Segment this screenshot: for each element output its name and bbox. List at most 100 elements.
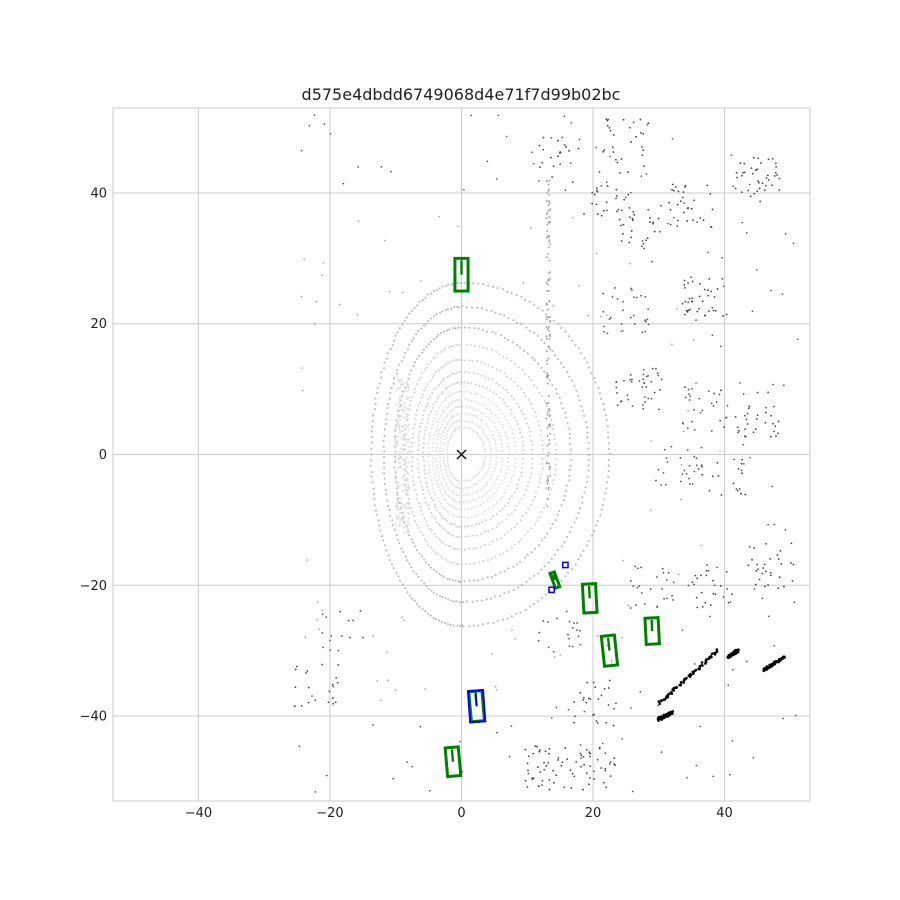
lidar-point — [660, 699, 663, 702]
lidar-point — [545, 236, 548, 239]
lidar-point — [756, 414, 759, 417]
lidar-point — [621, 738, 624, 740]
lidar-point — [527, 426, 530, 429]
lidar-point — [745, 660, 748, 663]
lidar-point — [548, 235, 551, 238]
lidar-point — [560, 579, 563, 582]
lidar-point — [468, 371, 471, 374]
prediction-box — [562, 561, 569, 569]
lidar-point — [467, 507, 470, 510]
lidar-point — [520, 471, 523, 474]
lidar-point — [546, 482, 549, 485]
lidar-point — [548, 788, 551, 791]
lidar-point — [661, 567, 664, 570]
lidar-point — [403, 485, 406, 488]
lidar-point — [710, 290, 713, 293]
lidar-point — [509, 425, 512, 428]
lidar-point — [445, 406, 448, 409]
lidar-point — [434, 618, 437, 621]
lidar-point — [620, 330, 622, 333]
lidar-point — [418, 552, 421, 555]
lidar-point — [408, 423, 411, 426]
lidar-point — [429, 379, 432, 382]
lidar-point — [656, 606, 659, 609]
lidar-point — [399, 520, 402, 523]
lidar-point — [547, 357, 550, 360]
lidar-point — [401, 392, 404, 395]
lidar-point — [477, 624, 480, 627]
lidar-point — [356, 313, 359, 316]
lidar-point — [550, 488, 553, 491]
lidar-point — [441, 494, 444, 497]
lidar-point — [548, 334, 551, 336]
lidar-point — [630, 707, 632, 709]
lidar-point — [587, 447, 590, 450]
lidar-point — [457, 480, 460, 483]
lidar-point — [430, 360, 433, 363]
lidar-point — [411, 396, 414, 399]
lidar-point — [411, 460, 414, 463]
lidar-point — [474, 344, 477, 347]
lidar-point — [463, 281, 466, 284]
lidar-point — [458, 515, 461, 518]
lidar-point — [522, 457, 525, 460]
lidar-point — [649, 509, 652, 511]
lidar-point — [329, 639, 331, 642]
lidar-point — [493, 492, 496, 495]
lidar-point — [567, 335, 570, 338]
lidar-point — [456, 391, 459, 394]
lidar-point — [375, 513, 378, 516]
lidar-point — [596, 634, 599, 637]
lidar-point — [474, 408, 477, 411]
lidar-point — [435, 593, 438, 596]
lidar-point — [474, 483, 477, 486]
lidar-point — [443, 478, 446, 481]
lidar-point — [411, 469, 414, 472]
lidar-point — [545, 503, 548, 506]
lidar-point — [371, 414, 374, 417]
lidar-point — [469, 421, 472, 424]
lidar-point — [417, 526, 420, 529]
lidar-point — [448, 532, 451, 535]
lidar-point — [437, 420, 440, 423]
lidar-point — [524, 395, 527, 398]
lidar-point — [436, 424, 439, 427]
lidar-point — [782, 717, 784, 720]
lidar-point — [372, 635, 374, 637]
lidar-point — [552, 165, 555, 168]
lidar-point — [458, 399, 461, 402]
lidar-point — [450, 307, 453, 310]
lidar-point — [671, 188, 673, 191]
lidar-point — [587, 459, 590, 462]
lidar-point — [688, 477, 690, 480]
lidar-point — [513, 436, 516, 439]
lidar-point — [434, 386, 437, 389]
lidar-point — [606, 425, 609, 428]
lidar-point — [438, 417, 441, 420]
lidar-point — [509, 359, 512, 362]
lidar-point — [479, 503, 482, 506]
lidar-point — [547, 279, 550, 282]
lidar-point — [647, 323, 650, 326]
lidar-point — [496, 619, 499, 622]
lidar-point — [465, 426, 468, 429]
lidar-point — [394, 443, 397, 446]
lidar-point — [460, 563, 463, 566]
lidar-point — [641, 403, 644, 406]
lidar-point — [484, 484, 487, 487]
lidar-point — [538, 391, 541, 394]
lidar-point — [530, 503, 533, 506]
lidar-point — [440, 351, 443, 354]
lidar-point — [683, 279, 686, 282]
lidar-point — [395, 478, 398, 481]
lidar-point — [405, 465, 408, 468]
lidar-point — [446, 308, 449, 311]
lidar-point — [587, 366, 590, 369]
lidar-point — [731, 740, 734, 742]
lidar-point — [506, 617, 509, 620]
lidar-point — [405, 452, 408, 455]
lidar-point — [484, 376, 487, 379]
lidar-point — [451, 490, 454, 493]
lidar-point — [557, 155, 559, 158]
lidar-point — [459, 487, 462, 490]
